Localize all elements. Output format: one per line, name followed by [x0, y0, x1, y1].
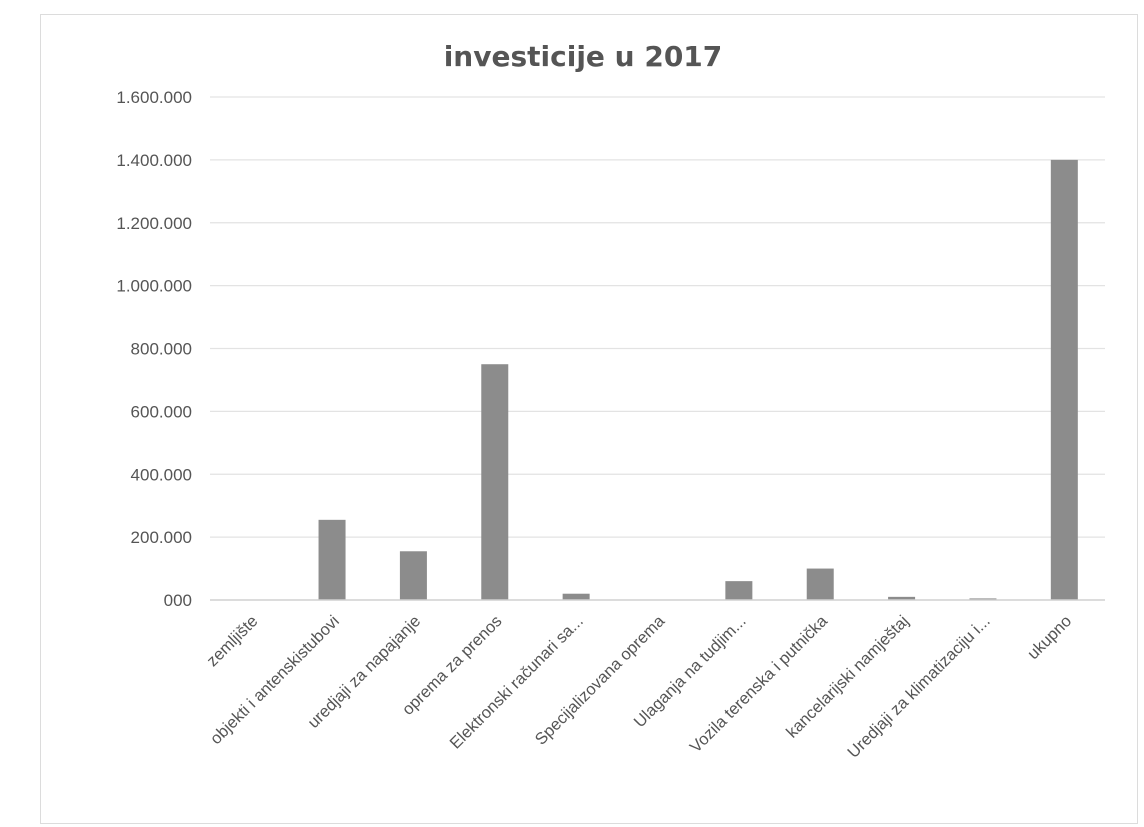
bars — [318, 159, 1078, 600]
y-tick-label: 1.400.000 — [116, 151, 192, 170]
bar — [806, 568, 834, 600]
y-tick-label: 400.000 — [131, 465, 192, 484]
bar — [562, 593, 590, 600]
bar — [725, 581, 753, 600]
bar — [888, 596, 916, 600]
bar — [318, 519, 346, 600]
y-tick-label: 200.000 — [131, 528, 192, 547]
x-category-label: Uredjaji za klimatizaciju i... — [844, 612, 994, 762]
y-tick-label: 1.200.000 — [116, 214, 192, 233]
y-tick-label: 000 — [164, 591, 192, 610]
x-category-label: Vozila terenska i putnička — [687, 612, 832, 757]
bar — [399, 551, 427, 600]
y-tick-label: 1.600.000 — [116, 88, 192, 107]
bar — [1050, 159, 1078, 600]
gridlines — [210, 96, 1105, 538]
x-category-label: zemljište — [203, 612, 261, 670]
chart-title: investicije u 2017 — [444, 40, 723, 73]
bar — [969, 598, 997, 600]
y-tick-label: 600.000 — [131, 402, 192, 421]
x-category-label: Specijalizovana oprema — [532, 612, 669, 749]
x-category-label: Elektronski računari sa... — [446, 612, 586, 752]
y-tick-label: 800.000 — [131, 340, 192, 359]
chart-frame — [40, 14, 1138, 824]
y-tick-label: 1.000.000 — [116, 277, 192, 296]
y-axis-tick-labels: 000 200.000 400.000 600.000 800.000 1.000.000… — [116, 88, 192, 610]
bar — [481, 364, 509, 600]
x-category-label: ukupno — [1024, 612, 1075, 663]
